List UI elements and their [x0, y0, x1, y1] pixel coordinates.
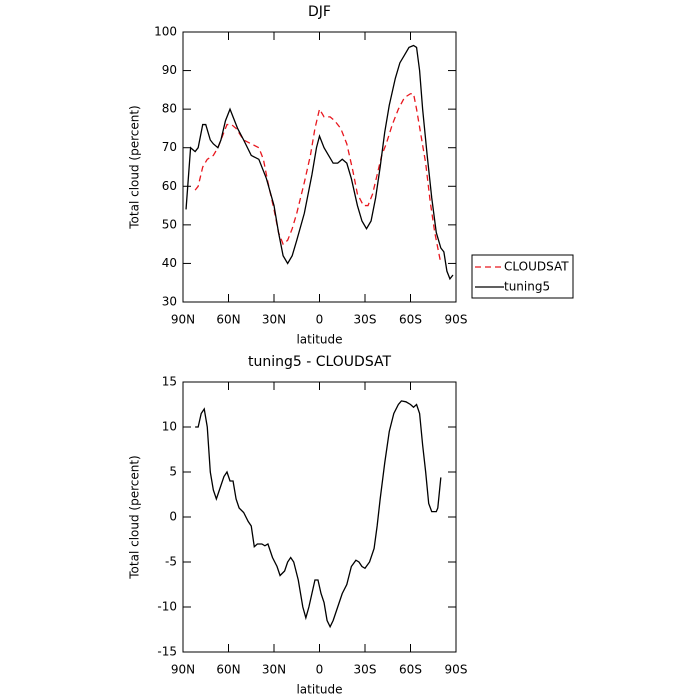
x-axis-label: latitude	[296, 683, 342, 697]
y-axis-label: Total cloud (percent)	[128, 105, 142, 229]
x-tick-label: 0	[316, 313, 324, 327]
y-tick-label: 40	[162, 256, 177, 270]
y-tick-label: 0	[169, 510, 177, 524]
y-tick-label: 80	[162, 102, 177, 116]
y-tick-label: 15	[162, 375, 177, 389]
x-tick-label: 30N	[262, 663, 286, 677]
y-tick-label: -15	[157, 645, 177, 659]
x-tick-label: 60N	[216, 313, 240, 327]
plot-frame	[182, 31, 457, 303]
y-axis-label: Total cloud (percent)	[128, 455, 142, 579]
x-tick-label: 30S	[354, 313, 377, 327]
y-tick-label: 30	[162, 295, 177, 309]
chart-title: tuning5 - CLOUDSAT	[248, 354, 392, 370]
x-tick-label: 60N	[216, 663, 240, 677]
x-tick-label: 60S	[399, 313, 422, 327]
x-tick-label: 90N	[171, 663, 195, 677]
y-tick-label: 60	[162, 179, 177, 193]
y-tick-label: 10	[162, 420, 177, 434]
x-axis-label: latitude	[296, 333, 342, 347]
line-series	[195, 400, 442, 629]
y-tick-label: 100	[154, 25, 177, 39]
line-series	[185, 44, 454, 281]
legend-label: tuning5	[504, 280, 550, 294]
x-tick-label: 60S	[399, 663, 422, 677]
x-tick-label: 0	[316, 663, 324, 677]
y-tick-label: 50	[162, 217, 177, 231]
legend-label: CLOUDSAT	[504, 260, 569, 274]
x-tick-label: 90N	[171, 313, 195, 327]
x-tick-label: 90S	[445, 313, 468, 327]
x-tick-label: 30S	[354, 663, 377, 677]
line-series	[194, 93, 442, 264]
x-tick-label: 90S	[445, 663, 468, 677]
y-tick-label: 90	[162, 63, 177, 77]
y-tick-label: 70	[162, 140, 177, 154]
plot-frame	[182, 381, 457, 653]
legend-box	[471, 254, 574, 299]
y-tick-label: -10	[157, 600, 177, 614]
x-tick-label: 30N	[262, 313, 286, 327]
y-tick-label: 5	[169, 465, 177, 479]
y-tick-label: -5	[165, 555, 177, 569]
chart-title: DJF	[308, 4, 331, 20]
